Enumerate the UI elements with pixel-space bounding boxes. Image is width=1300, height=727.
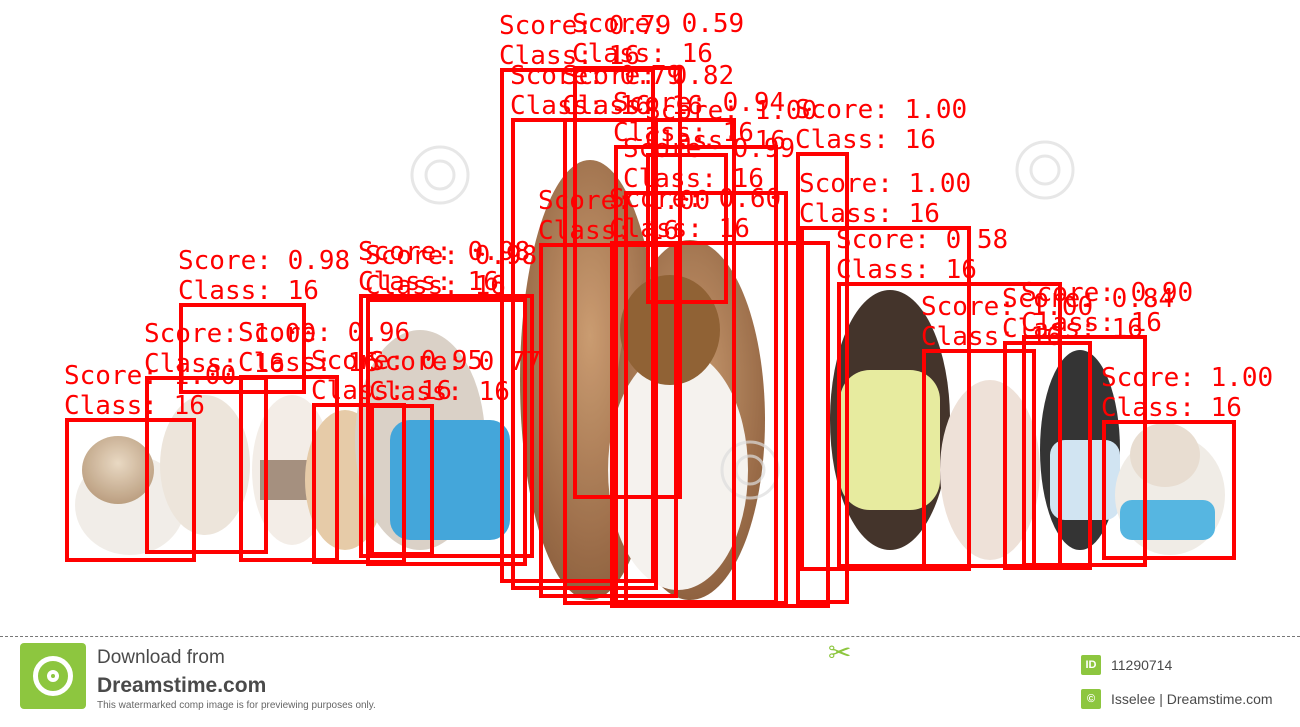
class-label: Class: 16	[238, 348, 379, 378]
score-label: Score: 0.98	[358, 237, 530, 267]
class-label: Class: 16	[311, 376, 452, 406]
class-label: Class: 16	[613, 118, 754, 148]
class-label: Class: 16	[365, 271, 506, 301]
score-label: Score: 0.98	[178, 246, 350, 276]
bounding-box	[624, 191, 788, 605]
class-label: Class: 16	[369, 377, 510, 407]
class-label: Class: 16	[921, 322, 1062, 352]
score-label: Score: 0.84	[1002, 284, 1174, 314]
bounding-box	[1102, 420, 1236, 560]
class-label: Class: 16	[572, 39, 713, 69]
bounding-box	[539, 243, 678, 598]
class-label: Class: 16	[178, 276, 319, 306]
score-label: Score: 0.77	[369, 347, 541, 377]
score-label: Score: 0.82	[562, 61, 734, 91]
dreamstime-logo-icon	[20, 643, 86, 709]
score-label: Score: 1.00	[645, 96, 817, 126]
image-id: 11290714	[1111, 657, 1173, 673]
class-label: Class: 16	[799, 199, 940, 229]
score-label: Score: 1.00	[1101, 363, 1273, 393]
class-label: Class: 16	[836, 255, 977, 285]
score-label: Score: 0.79	[510, 61, 682, 91]
bounding-box	[145, 376, 268, 554]
bounding-box	[239, 375, 339, 562]
bounding-box	[796, 152, 849, 604]
class-label: Class: 16	[623, 164, 764, 194]
bounding-box	[370, 404, 434, 556]
id-badge: ID	[1081, 655, 1101, 675]
score-label: Score: 1.00	[538, 186, 710, 216]
bounding-box	[610, 241, 830, 608]
class-label: Class: 16	[64, 391, 205, 421]
score-label: Score: 0.96	[238, 318, 410, 348]
bounding-box	[922, 349, 1036, 568]
score-label: Score: 0.58	[836, 225, 1008, 255]
bounding-box	[65, 418, 196, 562]
copyright-badge: ©	[1081, 689, 1101, 709]
bounding-box	[359, 294, 534, 558]
score-label: Score: 1.00	[795, 95, 967, 125]
score-label: Score: 0.94	[613, 88, 785, 118]
score-label: Score: 0.95	[311, 346, 483, 376]
score-label: Score: 1.00	[799, 169, 971, 199]
score-label: Score: 1.00	[64, 361, 236, 391]
score-label: Score: 0.99	[623, 134, 795, 164]
score-label: Score: 0.79	[499, 11, 671, 41]
class-label: Class: 16	[144, 349, 285, 379]
class-label: Class: 16	[1021, 308, 1162, 338]
class-label: Class: 16	[358, 267, 499, 297]
scissors-icon: ✂	[828, 636, 852, 669]
class-label: Class: 16	[510, 91, 651, 121]
class-label: Class: 16	[499, 41, 640, 71]
score-label: Score: 0.60	[609, 184, 781, 214]
watermark-notice: This watermarked comp image is for previ…	[97, 700, 376, 711]
class-label: Class: 16	[1101, 393, 1242, 423]
class-label: Class: 16	[538, 216, 679, 246]
site-name: Dreamstime.com	[97, 674, 267, 697]
class-label: Class: 16	[1002, 314, 1143, 344]
download-line: Download from	[97, 647, 225, 668]
credit-line: Isselee | Dreamstime.com	[1111, 691, 1273, 707]
dreamstime-footer: Download from Dreamstime.com This waterm…	[0, 636, 1300, 727]
bounding-box	[646, 153, 728, 304]
class-label: Class: 16	[562, 91, 703, 121]
score-label: Score: 1.00	[921, 292, 1093, 322]
class-label: Class: 16	[795, 125, 936, 155]
class-label: Class: 16	[645, 126, 786, 156]
class-label: Class: 16	[609, 214, 750, 244]
score-label: Score: 0.98	[365, 241, 537, 271]
bounding-box	[1003, 341, 1092, 570]
bounding-box	[366, 298, 527, 566]
bounding-box	[800, 226, 971, 571]
score-label: Score: 0.59	[572, 9, 744, 39]
bounding-box	[1022, 335, 1147, 567]
score-label: Score: 0.90	[1021, 278, 1193, 308]
score-label: Score: 1.00	[144, 319, 316, 349]
